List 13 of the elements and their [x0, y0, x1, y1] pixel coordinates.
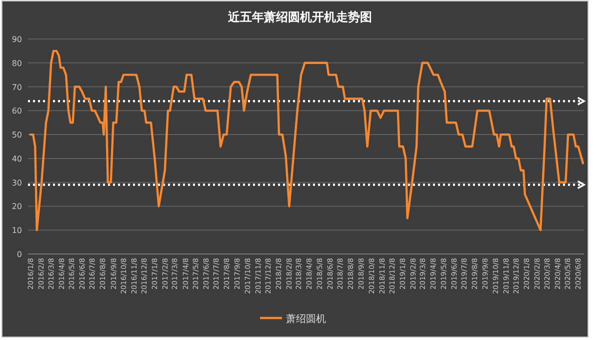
- legend-label: 萧绍圆机: [286, 313, 326, 325]
- y-tick-label: 20: [12, 202, 22, 212]
- y-tick-label: 80: [12, 58, 22, 68]
- y-tick-label: 30: [12, 178, 22, 188]
- y-tick-label: 50: [12, 130, 22, 140]
- legend: 萧绍圆机: [260, 314, 326, 325]
- y-tick-label: 90: [12, 35, 22, 44]
- y-tick-label: 60: [12, 106, 22, 116]
- y-tick-label: 10: [12, 226, 22, 236]
- chart-title: 近五年萧绍圆机开机走势图: [227, 10, 372, 24]
- y-tick-label: 40: [12, 154, 22, 164]
- y-tick-label: 0: [16, 250, 22, 259]
- y-tick-label: 70: [12, 82, 22, 92]
